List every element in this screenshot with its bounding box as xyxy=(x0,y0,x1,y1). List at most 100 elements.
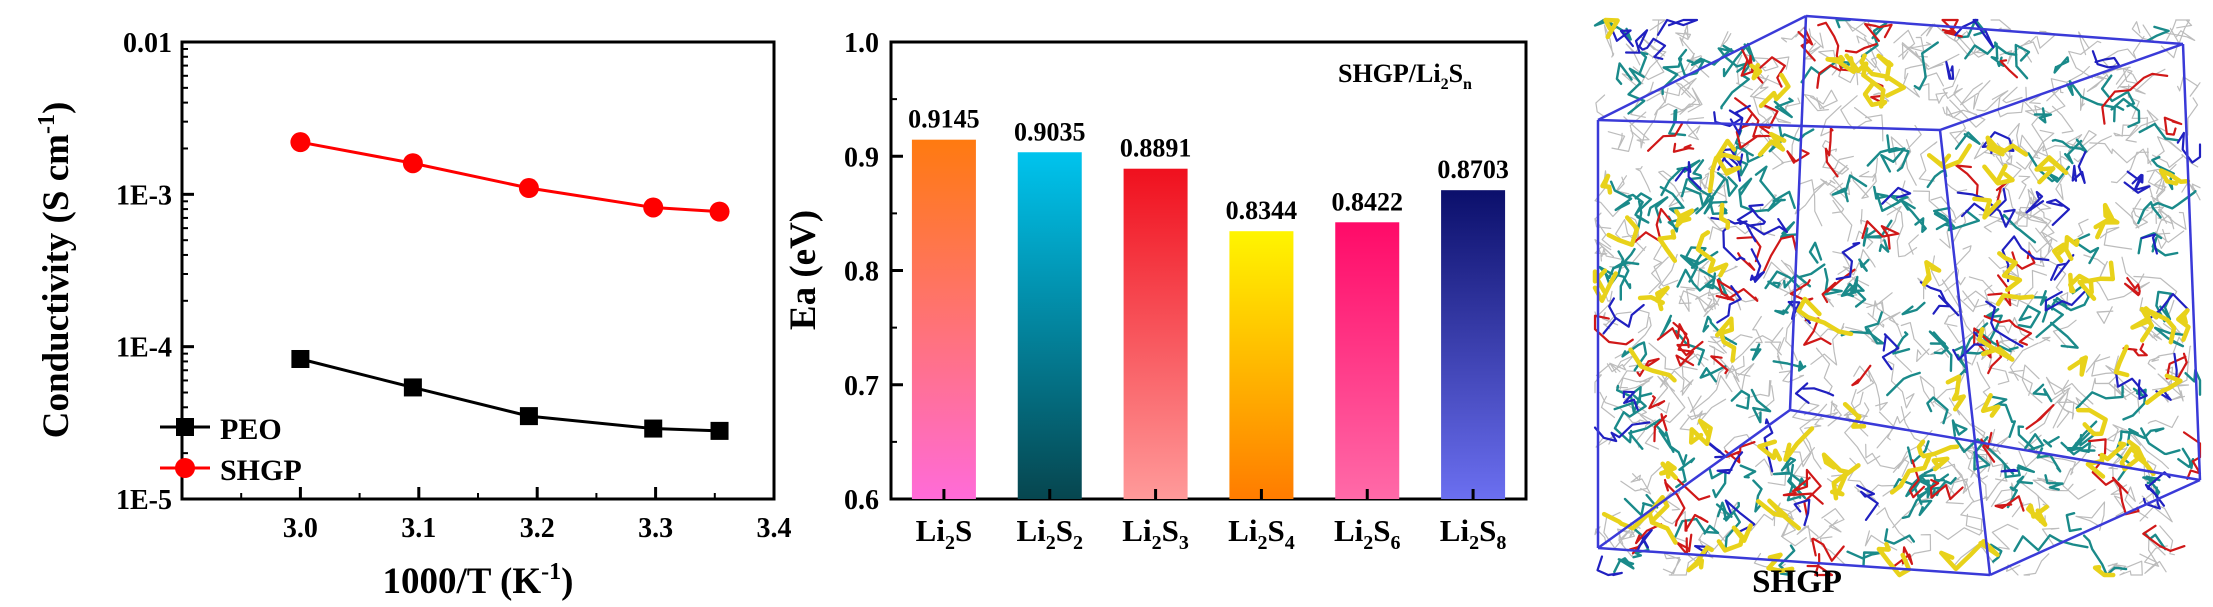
molecule-fragment xyxy=(2147,356,2160,370)
molecule-fragment xyxy=(2177,447,2195,470)
molecule-fragment xyxy=(1825,54,1856,75)
molecule-fragment xyxy=(2132,207,2149,229)
molecule-fragment xyxy=(1781,123,1802,164)
molecule-fragment xyxy=(1880,134,1906,173)
y-tick-label: 0.9 xyxy=(844,142,879,173)
bar-value-label: 0.8422 xyxy=(1332,187,1404,216)
molecule-fragment xyxy=(1999,403,2016,438)
molecule-fragment xyxy=(2049,321,2079,349)
molecule-fragment xyxy=(1913,41,1939,91)
molecule-fragment xyxy=(1985,300,2024,348)
molecule-fragment xyxy=(1806,553,1834,577)
molecule-fragment xyxy=(1670,87,1703,116)
molecule-fragment xyxy=(1722,42,1756,78)
molecule-fragment xyxy=(1770,150,1785,170)
molecule-fragment xyxy=(1621,341,1648,372)
molecule-fragment xyxy=(2155,228,2185,249)
model-box-frame xyxy=(1596,14,2202,577)
molecule-fragment xyxy=(1660,159,1701,197)
molecule-fragment xyxy=(2151,336,2184,362)
molecule-fragment xyxy=(1620,464,1666,492)
bar xyxy=(1441,190,1506,499)
x-tick-label: Li2S4 xyxy=(1228,513,1295,554)
molecule-fragment xyxy=(2082,534,2128,577)
bar xyxy=(1335,222,1400,499)
molecule-fragment xyxy=(1746,203,1766,243)
molecule-fragment xyxy=(1613,557,1635,574)
molecule-fragment xyxy=(1718,202,1731,230)
molecule-fragment xyxy=(1600,173,1613,195)
molecule-fragment xyxy=(2096,306,2114,324)
molecule-fragment xyxy=(2044,474,2064,491)
molecule-fragment xyxy=(1847,457,1870,495)
molecule-fragment xyxy=(2066,130,2097,152)
molecule-fragment xyxy=(1708,468,1727,499)
molecule-fragment xyxy=(1713,109,1744,128)
molecule-fragment xyxy=(1754,165,1783,212)
molecule-fragment xyxy=(2050,254,2075,281)
x-tick-label: 3.3 xyxy=(638,513,673,544)
molecule-fragment xyxy=(1816,64,1842,89)
molecule-fragment xyxy=(2073,135,2112,163)
molecule-fragment xyxy=(2034,90,2066,114)
molecule-fragment xyxy=(1994,41,2018,56)
molecule-fragment xyxy=(1815,347,1833,396)
molecule-fragment xyxy=(2119,68,2166,95)
molecule-fragment xyxy=(2092,564,2116,578)
molecule-fragment xyxy=(2126,427,2165,447)
molecule-fragment xyxy=(1842,249,1876,276)
molecule-fragment xyxy=(1862,80,1888,108)
molecule-fragment xyxy=(1810,326,1845,366)
legend-peo-marker xyxy=(176,418,194,436)
molecule-fragment xyxy=(1600,395,1616,419)
molecule-fragment xyxy=(1789,279,1814,305)
molecule-fragment xyxy=(1999,36,2037,65)
molecule-fragment xyxy=(1625,29,1649,54)
molecule-fragment xyxy=(1722,501,1740,522)
molecule-fragment xyxy=(1595,94,1606,117)
molecule-fragment xyxy=(2046,198,2071,226)
box-edge xyxy=(2181,43,2202,481)
y-tick-label: 0.8 xyxy=(844,257,879,288)
molecule-fragment xyxy=(1601,511,1650,531)
molecule-fragment xyxy=(2133,434,2170,470)
molecule-fragment xyxy=(1990,56,2005,68)
molecule-fragment xyxy=(1655,510,1686,525)
data-point-shgp xyxy=(709,201,730,222)
conductivity-chart: 3.0 3.1 3.2 3.3 3.4 1E-5 1E-4 1E-3 0.01 1000/T … xyxy=(34,28,792,602)
molecule-fragment xyxy=(2050,65,2090,94)
molecule-fragment xyxy=(1900,322,1930,355)
molecule-fragment xyxy=(2072,233,2100,265)
molecule-fragment xyxy=(1793,498,1811,527)
molecule-fragment xyxy=(1818,49,1838,76)
molecule-fragment xyxy=(1900,406,1933,443)
molecule-fragment xyxy=(2139,553,2167,574)
molecule-fragment xyxy=(1659,370,1694,396)
molecule-fragment xyxy=(1639,35,1667,86)
molecule-fragment xyxy=(1659,314,1673,338)
molecule-fragment xyxy=(1881,186,1912,205)
x-tick-label: Li2S8 xyxy=(1440,513,1507,554)
molecule-fragment xyxy=(1656,18,1699,36)
molecule-fragment xyxy=(1832,251,1851,275)
molecule-fragment xyxy=(2000,213,2037,244)
molecule-fragment xyxy=(1817,21,1856,72)
molecule-fragment xyxy=(1772,360,1807,372)
molecule-fragment xyxy=(1774,300,1794,316)
molecule-fragment xyxy=(2166,19,2190,41)
molecule-fragment xyxy=(1647,122,1684,152)
molecule-fragment xyxy=(1654,103,1694,116)
molecule-fragment xyxy=(1593,421,1651,443)
molecule-fragment xyxy=(2159,208,2187,230)
molecule-fragment xyxy=(2014,43,2031,80)
molecule-fragment xyxy=(1680,159,1705,198)
molecule-fragment xyxy=(1727,355,1745,374)
box-edge xyxy=(1788,15,1808,411)
molecule-fragment xyxy=(1630,473,1652,495)
molecule-fragment xyxy=(2083,254,2108,280)
y-tick-label: 0.6 xyxy=(844,485,879,516)
molecule-fragment xyxy=(1861,36,1878,69)
molecule-fragment xyxy=(2159,525,2175,556)
molecule-fragment xyxy=(1865,443,1909,473)
molecule-fragment xyxy=(2017,425,2036,451)
